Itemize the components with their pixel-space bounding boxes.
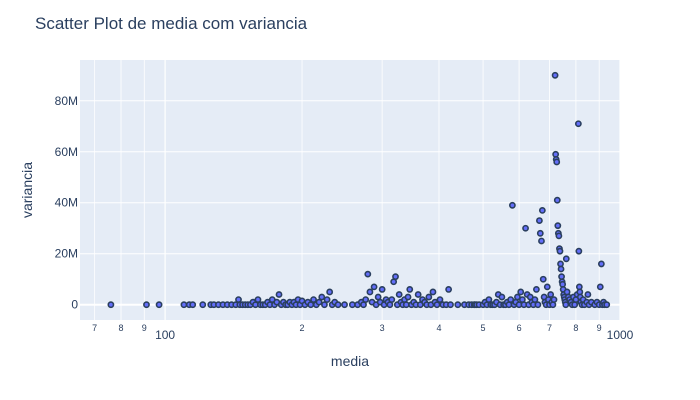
- scatter-point: [445, 286, 453, 293]
- scatter-point: [555, 232, 563, 240]
- x-axis-title: media: [331, 353, 369, 369]
- scatter-point: [547, 291, 555, 298]
- y-tick-label: 60M: [55, 145, 78, 159]
- scatter-point: [370, 283, 378, 291]
- scatter-point: [318, 293, 326, 301]
- scatter-point: [334, 301, 342, 309]
- scatter-point: [533, 286, 540, 293]
- scatter-point: [536, 217, 543, 224]
- y-tick-label: 40M: [55, 196, 78, 210]
- scatter-point: [517, 288, 525, 296]
- scatter-point: [447, 301, 454, 309]
- scatter-point: [551, 71, 559, 79]
- scatter-point: [597, 260, 605, 268]
- scatter-point: [395, 291, 403, 298]
- scatter-point: [574, 120, 582, 128]
- y-axis-title: variancia: [19, 162, 35, 218]
- scatter-point: [406, 286, 414, 293]
- scatter-point: [562, 255, 570, 263]
- scatter-point: [596, 283, 604, 291]
- scatter-point: [554, 222, 562, 230]
- scatter-point: [603, 301, 611, 309]
- scatter-point: [557, 265, 565, 273]
- scatter-point: [562, 301, 570, 309]
- x-tick-label: 3: [380, 323, 385, 333]
- scatter-point: [307, 301, 315, 309]
- scatter-point: [366, 288, 374, 296]
- y-tick-label: 20M: [55, 247, 78, 261]
- scatter-point: [378, 286, 386, 293]
- scatter-point: [534, 301, 542, 309]
- scatter-point: [553, 196, 561, 204]
- x-tick-label: 8: [573, 323, 578, 333]
- scatter-point: [310, 296, 317, 304]
- scatter-point: [323, 296, 331, 304]
- scatter-point: [315, 298, 323, 306]
- x-axis-ticks: 7 8 9 100 2 3 4 5 6 7 8 9 1000: [92, 323, 634, 342]
- y-tick-label: 0: [71, 298, 78, 312]
- scatter-point: [575, 247, 583, 255]
- scatter-point: [180, 301, 188, 309]
- scatter-point: [536, 229, 544, 237]
- scatter-point: [433, 301, 441, 309]
- x-tick-label: 5: [481, 323, 486, 333]
- scatter-point: [326, 288, 334, 296]
- scatter-point: [348, 301, 356, 309]
- x-tick-label: 7: [92, 323, 97, 333]
- scatter-point: [508, 201, 516, 209]
- scatter-point: [522, 224, 529, 232]
- scatter-point: [321, 301, 328, 309]
- scatter-point: [425, 293, 433, 301]
- scatter-point: [538, 237, 545, 245]
- x-tick-label: 9: [142, 323, 147, 333]
- x-tick-label: 9: [597, 323, 602, 333]
- x-tick-label: 7: [547, 323, 552, 333]
- data-points: [107, 71, 611, 309]
- scatter-point: [189, 301, 197, 309]
- scatter-point: [514, 293, 521, 301]
- scatter-point: [553, 158, 561, 166]
- scatter-point: [364, 270, 372, 278]
- scatter-point: [199, 301, 207, 309]
- scatter-point: [531, 296, 539, 304]
- x-tick-label: 2: [300, 323, 305, 333]
- x-tick-label: 4: [436, 323, 441, 333]
- scatter-point: [556, 247, 564, 255]
- scatter-point: [392, 273, 399, 281]
- scatter-point: [388, 296, 396, 304]
- scatter-point: [539, 275, 547, 283]
- y-axis-ticks: 0 20M 40M 60M 80M: [55, 94, 79, 312]
- scatter-point: [454, 301, 462, 309]
- scatter-point: [143, 301, 150, 309]
- scatter-point: [429, 288, 437, 296]
- plot-area: [80, 60, 620, 320]
- scatter-point: [414, 291, 422, 298]
- scatter-point: [436, 296, 444, 304]
- x-tick-label: 1000: [607, 328, 634, 342]
- scatter-point: [275, 291, 283, 298]
- x-tick-label: 100: [155, 328, 175, 342]
- scatter-point: [341, 301, 348, 309]
- scatter-point: [404, 293, 412, 301]
- scatter-point: [543, 283, 551, 291]
- scatter-point: [507, 296, 515, 304]
- scatter-point: [107, 301, 115, 309]
- scatter-point: [550, 296, 558, 304]
- scatter-point: [362, 296, 370, 304]
- chart-title: Scatter Plot de media com variancia: [35, 14, 308, 33]
- x-tick-label: 8: [119, 323, 124, 333]
- scatter-point: [538, 206, 546, 214]
- x-tick-label: 6: [517, 323, 522, 333]
- scatter-point: [584, 291, 592, 298]
- scatter-point: [254, 296, 262, 304]
- scatter-point: [155, 301, 163, 309]
- scatter-point: [498, 293, 506, 301]
- y-tick-label: 80M: [55, 94, 78, 108]
